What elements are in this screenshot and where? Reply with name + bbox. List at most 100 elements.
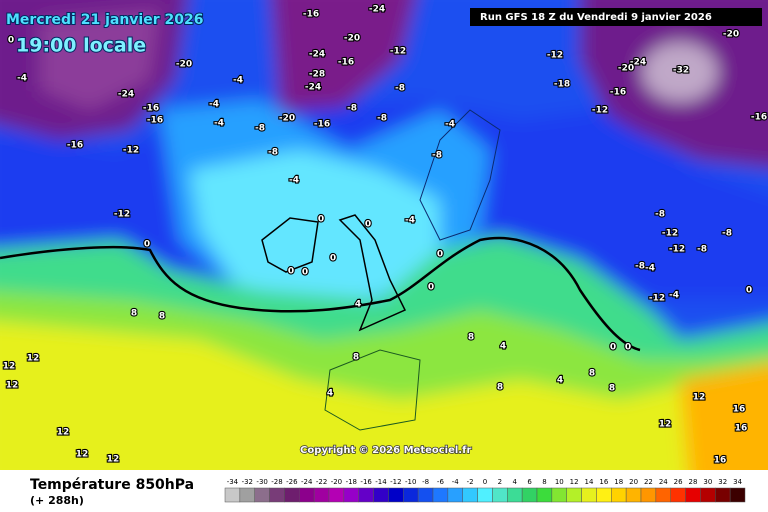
scale-swatch (284, 487, 300, 503)
forecast-date: Mercredi 21 janvier 2026 (6, 12, 203, 28)
scale-swatch (685, 487, 701, 503)
temperature-label: 0 (318, 215, 324, 225)
scale-value: -16 (360, 478, 372, 486)
temperature-label: 4 (500, 342, 506, 352)
temperature-label: -28 (309, 70, 325, 80)
coastline-ireland (261, 217, 319, 273)
temperature-label: -20 (723, 30, 739, 40)
temperature-label: -12 (662, 229, 678, 239)
zero-isotherm (0, 236, 641, 352)
scale-value: -4 (452, 478, 460, 486)
temperature-label: -20 (176, 60, 192, 70)
temperature-label: 16 (735, 424, 748, 434)
temperature-label: -12 (669, 245, 685, 255)
temperature-label: 12 (659, 420, 672, 430)
scale-value: 8 (542, 478, 546, 486)
temperature-label: -16 (751, 113, 767, 123)
temperature-label: -12 (123, 146, 139, 156)
temperature-label: 8 (159, 312, 165, 322)
temperature-label: -16 (67, 141, 83, 151)
scale-value: -24 (301, 478, 313, 486)
temperature-label: 8 (497, 383, 503, 393)
temperature-label: -4 (669, 291, 679, 301)
temperature-label: -4 (209, 100, 219, 110)
scale-swatch (625, 487, 642, 503)
temperature-label: -8 (722, 229, 732, 239)
temperature-field (0, 0, 768, 490)
temperature-label: 8 (609, 384, 615, 394)
scale-swatch (269, 487, 285, 503)
scale-value: -8 (422, 478, 429, 486)
scale-swatch (581, 487, 597, 503)
temperature-label: 0 (746, 286, 752, 296)
scale-value: 24 (659, 478, 668, 486)
scale-swatch (388, 487, 404, 503)
temperature-label: -20 (279, 114, 295, 124)
scale-value: 16 (599, 478, 608, 486)
temperature-label: 4 (557, 376, 563, 386)
temperature-label: -8 (395, 84, 405, 94)
scale-swatch (655, 487, 671, 503)
temperature-label: -18 (554, 80, 570, 90)
run-info: Run GFS 18 Z du Vendredi 9 janvier 2026 (480, 12, 712, 23)
temperature-label: 0 (330, 254, 336, 264)
scale-value: 10 (555, 478, 564, 486)
temperature-label: 12 (76, 450, 89, 460)
scale-swatch (417, 487, 434, 503)
scale-value: -22 (316, 478, 327, 486)
scale-value: 28 (689, 478, 698, 486)
scale-swatch (239, 487, 255, 503)
map-labels: -24-20-16-16-16 -12-12-40-16 -24-20-24-28-… (2, 3, 768, 466)
temperature-label: -24 (309, 50, 325, 60)
scale-swatch (343, 487, 359, 503)
temperature-label: -20 (344, 34, 360, 44)
temperature-label: 16 (714, 456, 727, 466)
temperature-label: 0 (428, 283, 434, 293)
temperature-label: -4 (17, 74, 27, 84)
scale-value: 20 (629, 478, 638, 486)
scale-swatch (611, 487, 627, 503)
temperature-label: -24 (630, 58, 646, 68)
scale-value: -14 (375, 478, 387, 486)
temperature-label: 8 (353, 353, 359, 363)
scale-value: -32 (242, 478, 253, 486)
scale-value: 32 (718, 478, 727, 486)
scale-swatch (254, 487, 270, 503)
temperature-label: -4 (645, 264, 655, 274)
temperature-label: -4 (445, 120, 455, 130)
coastline-iberia (324, 349, 421, 431)
scale-value: 22 (644, 478, 653, 486)
scale-value: 34 (733, 478, 742, 486)
temperature-label: -8 (635, 262, 645, 272)
scale-swatch (403, 487, 419, 503)
scale-value: 6 (527, 478, 532, 486)
scale-swatch (521, 487, 538, 503)
temperature-label: 16 (733, 405, 746, 415)
temperature-label: -4 (289, 176, 299, 186)
temperature-label: -12 (390, 47, 406, 57)
scale-swatch (224, 487, 241, 503)
scale-swatch (729, 487, 746, 503)
temperature-label: 12 (27, 354, 40, 364)
scale-value: -18 (346, 478, 357, 486)
temperature-label: -24 (369, 5, 385, 15)
scale-swatch (640, 487, 657, 503)
scale-value: -34 (227, 478, 239, 486)
temperature-label: -8 (655, 210, 665, 220)
scale-value: 12 (570, 478, 579, 486)
scale-swatch (536, 487, 553, 503)
temperature-label: -8 (432, 151, 442, 161)
scale-value: 2 (498, 478, 502, 486)
temperature-label: -12 (114, 210, 130, 220)
scale-value: 30 (703, 478, 712, 486)
temperature-label: 12 (3, 362, 16, 372)
temperature-label: -24 (118, 90, 134, 100)
temperature-label: 0 (625, 343, 631, 353)
temperature-label: 8 (589, 369, 595, 379)
temperature-label: -16 (303, 10, 319, 20)
temperature-label: 0 (610, 343, 616, 353)
scale-value: 4 (512, 478, 517, 486)
scale-value: 26 (674, 478, 683, 486)
forecast-time: 19:00 locale (16, 35, 146, 57)
